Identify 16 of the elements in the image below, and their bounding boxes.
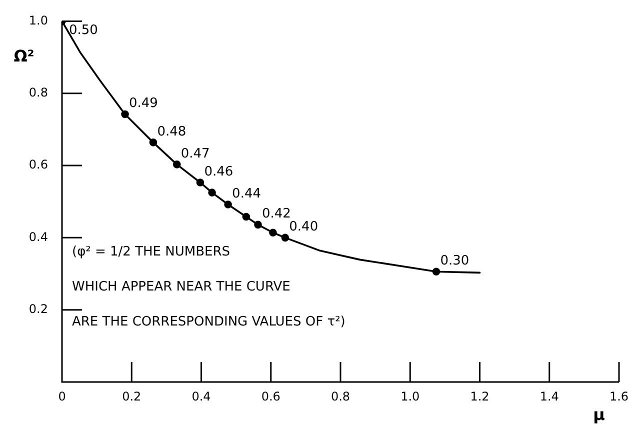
y-tick-label: 1.0 — [28, 13, 48, 28]
x-tick-label: 0.4 — [192, 389, 211, 404]
x-tick-label: 1.4 — [540, 389, 559, 404]
x-tick-label: 1.6 — [609, 389, 629, 404]
y-axis-title: Ω² — [14, 46, 34, 66]
y-tick-label: 0.2 — [28, 302, 48, 316]
x-tick-label: 1.0 — [400, 389, 420, 404]
x-axis-title: μ — [593, 405, 606, 424]
y-tick-label: 0.8 — [28, 85, 48, 100]
x-tick-label: 0.6 — [261, 389, 280, 404]
x-tick-label: 0.8 — [330, 389, 350, 404]
x-tick-label: 0.2 — [122, 389, 142, 404]
y-tick-label: 0.4 — [28, 230, 48, 244]
y-tick-label: 0.6 — [28, 158, 48, 172]
x-tick-label: 0 — [58, 389, 66, 404]
x-tick-label: 1.2 — [470, 389, 490, 404]
